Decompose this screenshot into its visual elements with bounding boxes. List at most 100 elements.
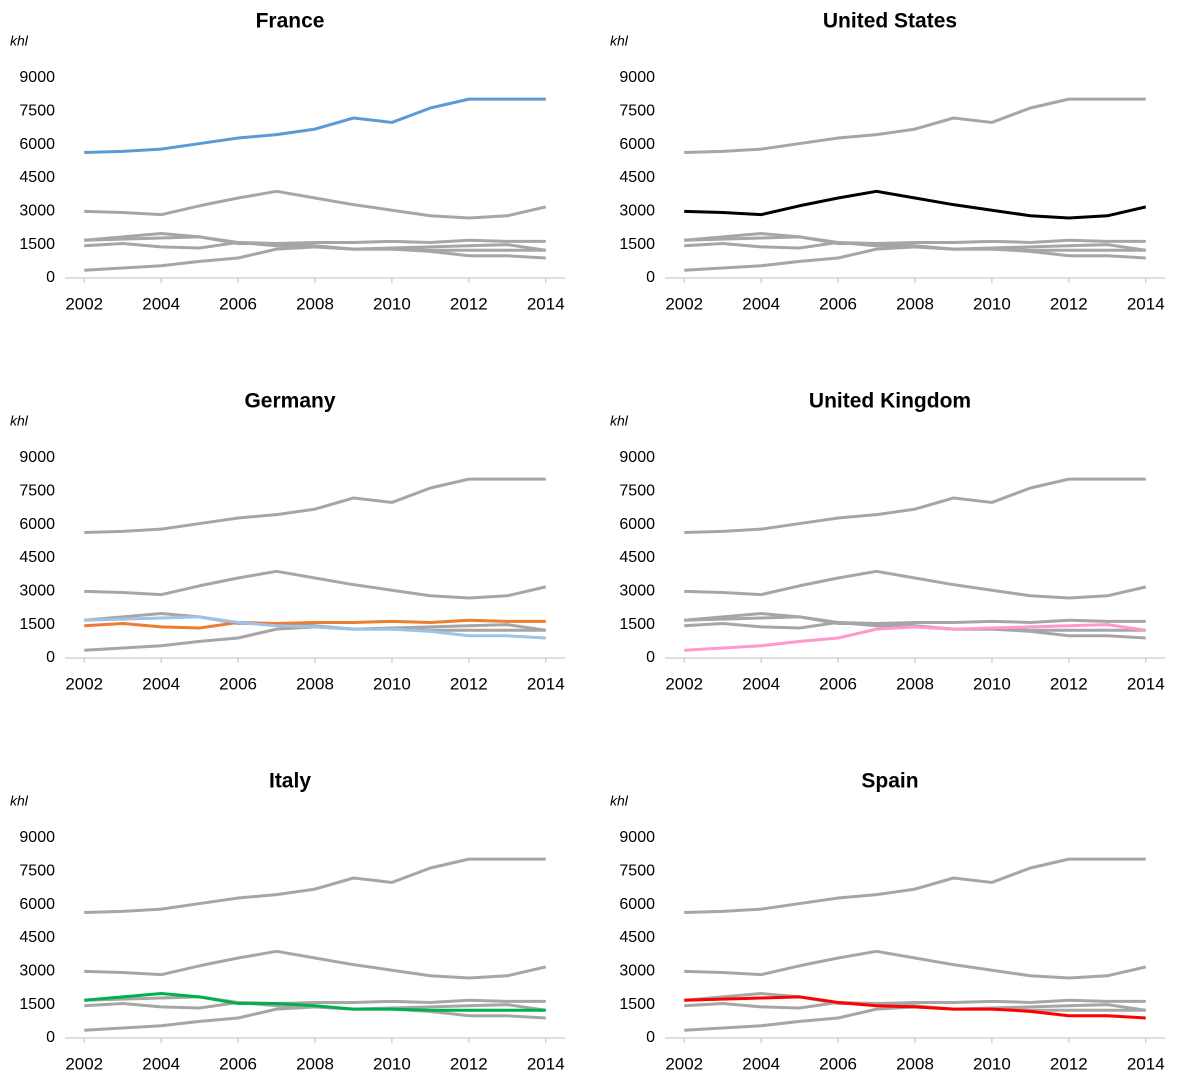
- chart-title: United Kingdom: [809, 390, 971, 413]
- y-tick-label: 1500: [19, 996, 55, 1013]
- x-tick-label: 2002: [665, 294, 703, 313]
- x-tick-label: 2014: [1127, 294, 1165, 313]
- x-tick-label: 2008: [296, 674, 334, 693]
- x-tick-label: 2004: [742, 1054, 780, 1073]
- x-tick-label: 2004: [142, 1054, 180, 1073]
- line-series: [84, 949, 547, 980]
- line-series: [84, 189, 547, 220]
- line-series: [684, 243, 1146, 272]
- x-tick-label: 2008: [296, 1054, 334, 1073]
- x-tick-label: 2010: [973, 294, 1011, 313]
- line-series: [84, 992, 546, 1012]
- line-series: [684, 477, 1146, 534]
- x-tick-label: 2002: [65, 1054, 103, 1073]
- x-tick-label: 2002: [665, 1054, 703, 1073]
- y-tick-label: 0: [646, 649, 655, 666]
- y-tick-label: 0: [46, 269, 55, 286]
- line-series: [684, 569, 1147, 600]
- chart-title: Germany: [244, 390, 335, 413]
- x-tick-label: 2004: [742, 294, 780, 313]
- line-series: [84, 615, 546, 640]
- x-tick-label: 2006: [819, 1054, 857, 1073]
- y-tick-label: 1500: [619, 616, 655, 633]
- line-series: [684, 238, 1146, 250]
- line-series: [684, 949, 1147, 980]
- x-tick-label: 2004: [142, 674, 180, 693]
- y-tick-label: 4500: [619, 169, 655, 186]
- y-axis-label: khl: [610, 33, 629, 49]
- x-tick-label: 2008: [896, 294, 934, 313]
- x-tick-label: 2008: [896, 1054, 934, 1073]
- chart-title: France: [256, 10, 325, 33]
- line-series: [684, 623, 1146, 652]
- line-series: [84, 1003, 546, 1032]
- x-tick-label: 2006: [819, 674, 857, 693]
- y-tick-label: 7500: [19, 103, 55, 120]
- y-tick-label: 3000: [619, 203, 655, 220]
- chart-title: United States: [823, 10, 957, 33]
- x-tick-label: 2010: [973, 674, 1011, 693]
- line-series: [84, 618, 546, 630]
- y-tick-label: 6000: [619, 516, 655, 533]
- y-tick-label: 6000: [619, 896, 655, 913]
- y-tick-label: 6000: [19, 896, 55, 913]
- x-tick-label: 2010: [373, 294, 411, 313]
- x-tick-label: 2012: [450, 674, 488, 693]
- x-tick-label: 2008: [896, 674, 934, 693]
- line-series: [84, 235, 546, 260]
- y-tick-label: 0: [646, 269, 655, 286]
- x-tick-label: 2014: [1127, 1054, 1165, 1073]
- y-tick-label: 9000: [619, 69, 655, 86]
- x-tick-label: 2012: [450, 294, 488, 313]
- y-tick-label: 3000: [619, 583, 655, 600]
- y-tick-label: 4500: [19, 169, 55, 186]
- line-series: [84, 243, 546, 272]
- x-tick-label: 2012: [1050, 674, 1088, 693]
- y-tick-label: 1500: [619, 236, 655, 253]
- x-tick-label: 2014: [527, 674, 565, 693]
- x-tick-label: 2010: [973, 1054, 1011, 1073]
- y-tick-label: 6000: [19, 136, 55, 153]
- y-tick-label: 4500: [619, 929, 655, 946]
- line-series: [84, 857, 546, 914]
- y-tick-label: 1500: [619, 996, 655, 1013]
- line-series: [84, 623, 546, 652]
- line-series: [84, 238, 546, 250]
- y-tick-label: 7500: [19, 483, 55, 500]
- x-tick-label: 2004: [142, 294, 180, 313]
- y-tick-label: 9000: [19, 69, 55, 86]
- y-tick-label: 9000: [619, 449, 655, 466]
- line-series: [684, 189, 1147, 220]
- y-tick-label: 3000: [19, 963, 55, 980]
- x-tick-label: 2012: [1050, 294, 1088, 313]
- x-tick-label: 2010: [373, 674, 411, 693]
- chart-title: Spain: [861, 770, 918, 793]
- x-tick-label: 2014: [1127, 674, 1165, 693]
- y-tick-label: 7500: [619, 863, 655, 880]
- line-series: [84, 569, 547, 600]
- line-series: [84, 477, 546, 534]
- x-tick-label: 2002: [65, 674, 103, 693]
- y-tick-label: 1500: [19, 616, 55, 633]
- x-tick-label: 2012: [450, 1054, 488, 1073]
- y-tick-label: 0: [46, 649, 55, 666]
- line-series: [684, 995, 1146, 1020]
- y-tick-label: 0: [646, 1029, 655, 1046]
- y-tick-label: 4500: [19, 549, 55, 566]
- y-axis-label: khl: [10, 413, 29, 429]
- x-tick-label: 2008: [296, 294, 334, 313]
- y-axis-label: khl: [10, 793, 29, 809]
- line-series: [684, 857, 1146, 914]
- x-tick-label: 2006: [219, 674, 257, 693]
- chart-title: Italy: [269, 770, 311, 793]
- line-series: [684, 998, 1146, 1010]
- x-tick-label: 2006: [819, 294, 857, 313]
- y-axis-label: khl: [610, 413, 629, 429]
- x-tick-label: 2006: [219, 1054, 257, 1073]
- y-tick-label: 0: [46, 1029, 55, 1046]
- x-tick-label: 2004: [742, 674, 780, 693]
- x-tick-label: 2012: [1050, 1054, 1088, 1073]
- y-tick-label: 3000: [19, 203, 55, 220]
- y-tick-label: 7500: [19, 863, 55, 880]
